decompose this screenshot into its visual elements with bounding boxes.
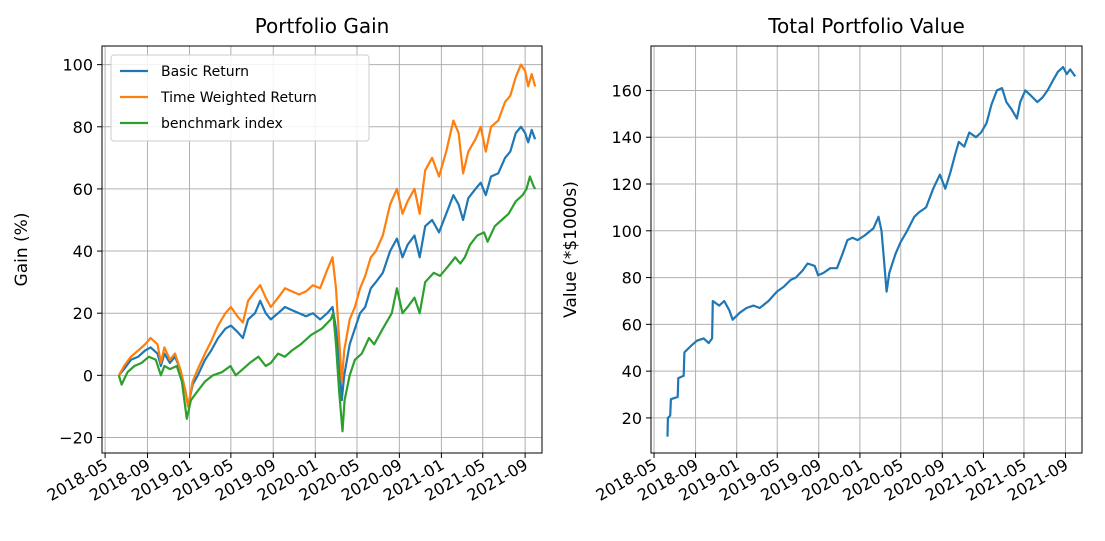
y-axis-label: Value (*$1000s) — [561, 181, 581, 318]
chart-title: Portfolio Gain — [255, 14, 390, 38]
y-tick-label: 60 — [622, 315, 642, 334]
y-tick-label: −20 — [59, 428, 93, 447]
y-tick-label: 40 — [622, 362, 642, 381]
chart-title: Total Portfolio Value — [767, 14, 965, 38]
plot-frame — [650, 45, 1083, 454]
y-tick-label: 0 — [83, 366, 93, 385]
legend-entry-label: Time Weighted Return — [160, 90, 317, 106]
series-line-benchmark-index — [117, 175, 537, 433]
y-tick-label: 80 — [622, 269, 642, 288]
plot-frame — [101, 45, 543, 454]
series-line-value — [666, 66, 1077, 437]
y-axis-label: Gain (%) — [12, 213, 32, 287]
y-tick-label: 160 — [611, 81, 642, 100]
series-line-time-weighted-return — [117, 63, 537, 408]
y-tick-label: 20 — [73, 304, 93, 323]
y-tick-label: 120 — [611, 175, 642, 194]
legend-entry-label: Basic Return — [161, 64, 249, 80]
y-tick-label: 140 — [611, 128, 642, 147]
y-tick-label: 80 — [73, 118, 93, 137]
series-line-basic-return — [118, 125, 537, 408]
legend-entry-label: benchmark index — [161, 116, 283, 132]
y-tick-label: 20 — [622, 409, 642, 428]
y-tick-label: 60 — [73, 180, 93, 199]
y-tick-label: 100 — [611, 222, 642, 241]
legend-box — [110, 54, 370, 142]
y-tick-label: 40 — [73, 242, 93, 261]
legend: Basic Return Time Weighted Return benchmar… — [110, 54, 370, 142]
y-tick-label: 100 — [62, 56, 93, 75]
